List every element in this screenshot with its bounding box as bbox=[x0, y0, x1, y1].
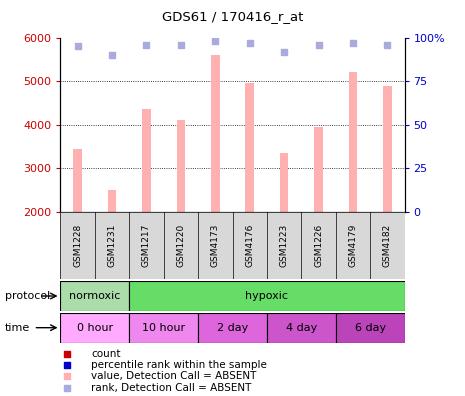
Bar bbox=[60, 313, 129, 343]
Text: GSM1220: GSM1220 bbox=[176, 224, 186, 267]
Point bbox=[64, 350, 71, 357]
Point bbox=[349, 40, 357, 46]
Text: rank, Detection Call = ABSENT: rank, Detection Call = ABSENT bbox=[92, 383, 252, 393]
Bar bbox=[336, 313, 405, 343]
Bar bbox=[60, 281, 129, 311]
Text: GSM4173: GSM4173 bbox=[211, 224, 220, 267]
Point bbox=[108, 52, 116, 58]
Bar bbox=[267, 313, 336, 343]
Bar bbox=[211, 55, 219, 212]
Bar bbox=[129, 313, 198, 343]
Point bbox=[212, 38, 219, 44]
Text: 4 day: 4 day bbox=[286, 323, 317, 333]
Text: GSM1228: GSM1228 bbox=[73, 224, 82, 267]
Bar bbox=[108, 190, 116, 212]
Bar bbox=[129, 281, 405, 311]
Text: GSM4179: GSM4179 bbox=[348, 224, 358, 267]
Point bbox=[64, 385, 71, 391]
Text: GDS61 / 170416_r_at: GDS61 / 170416_r_at bbox=[162, 10, 303, 23]
Text: 6 day: 6 day bbox=[355, 323, 385, 333]
Text: protocol: protocol bbox=[5, 291, 50, 301]
Point bbox=[177, 42, 185, 48]
Text: GSM1231: GSM1231 bbox=[107, 224, 117, 267]
Text: hypoxic: hypoxic bbox=[246, 291, 288, 301]
Text: GSM1226: GSM1226 bbox=[314, 224, 323, 267]
Text: value, Detection Call = ABSENT: value, Detection Call = ABSENT bbox=[92, 371, 257, 381]
Text: 2 day: 2 day bbox=[217, 323, 248, 333]
Text: GSM4182: GSM4182 bbox=[383, 224, 392, 267]
Bar bbox=[142, 109, 151, 212]
Bar bbox=[383, 86, 392, 212]
Text: normoxic: normoxic bbox=[69, 291, 120, 301]
Bar bbox=[280, 153, 288, 212]
Text: percentile rank within the sample: percentile rank within the sample bbox=[92, 360, 267, 370]
Point bbox=[64, 362, 71, 368]
Bar bbox=[246, 83, 254, 212]
Bar bbox=[349, 72, 357, 212]
Point bbox=[280, 48, 288, 55]
Text: GSM1217: GSM1217 bbox=[142, 224, 151, 267]
Point bbox=[315, 42, 322, 48]
Bar bbox=[73, 148, 82, 212]
Point bbox=[143, 42, 150, 48]
Text: GSM1223: GSM1223 bbox=[279, 224, 289, 267]
Text: count: count bbox=[92, 349, 121, 359]
Bar bbox=[177, 120, 185, 212]
Text: GSM4176: GSM4176 bbox=[245, 224, 254, 267]
Point bbox=[74, 43, 81, 50]
Text: 0 hour: 0 hour bbox=[77, 323, 113, 333]
Text: 10 hour: 10 hour bbox=[142, 323, 185, 333]
Point bbox=[384, 42, 391, 48]
Text: time: time bbox=[5, 323, 30, 333]
Point bbox=[64, 373, 71, 380]
Bar bbox=[314, 127, 323, 212]
Bar bbox=[198, 313, 267, 343]
Point bbox=[246, 40, 253, 46]
